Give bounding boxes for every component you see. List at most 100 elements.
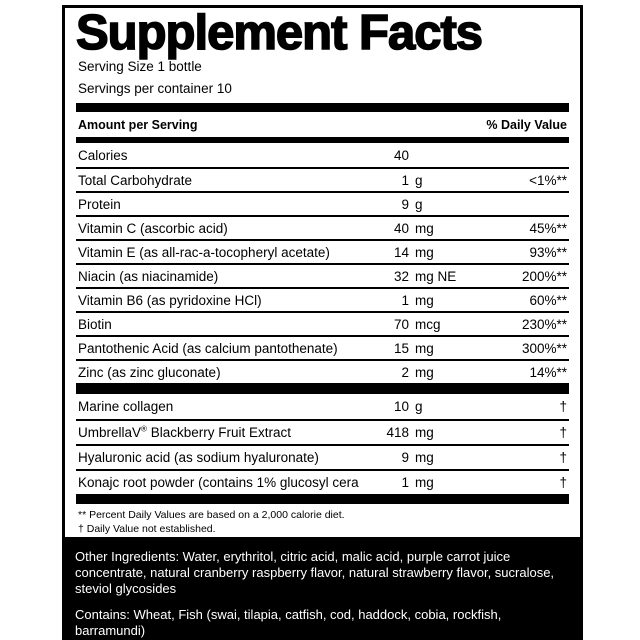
nutrient-amount: 10 g xyxy=(359,399,489,414)
nutrient-amount: 40 mg xyxy=(359,221,489,236)
nutrient-name: Vitamin B6 (as pyridoxine HCl) xyxy=(78,292,262,308)
nutrient-name: Biotin xyxy=(78,316,112,332)
nutrient-row: Total Carbohydrate 1 g <1%** xyxy=(76,167,569,191)
amount-number: 32 xyxy=(393,268,409,284)
nutrient-row: Vitamin E (as all-rac-a-tocopheryl aceta… xyxy=(76,239,569,263)
daily-value: † xyxy=(559,399,567,414)
amount-number: 1 xyxy=(401,475,409,490)
nutrient-name: Hyaluronic acid (as sodium hyaluronate) xyxy=(78,450,319,465)
nutrient-row: UmbrellaV® Blackberry Fruit Extract 418 mg… xyxy=(76,419,569,444)
nutrient-name: Total Carbohydrate xyxy=(78,172,193,188)
contains-allergens-text: Contains: Wheat, Fish (swai, tilapia, ca… xyxy=(75,607,502,638)
daily-value: † xyxy=(559,425,567,440)
nutrient-row: Pantothenic Acid (as calcium pantothenat… xyxy=(76,335,569,359)
nutrient-amount: 2 mg xyxy=(359,365,489,380)
amount-number: 70 xyxy=(393,316,409,332)
amount-unit: mg xyxy=(415,364,434,380)
amount-number: 40 xyxy=(393,220,409,236)
nutrient-row: Niacin (as niacinamide) 32 mg NE 200%** xyxy=(76,263,569,287)
amount-unit: g xyxy=(415,196,423,212)
amount-unit: mg xyxy=(415,340,434,356)
daily-value: <1%** xyxy=(529,172,567,188)
nutrient-row: Hyaluronic acid (as sodium hyaluronate) 9… xyxy=(76,444,569,469)
amount-unit: mg xyxy=(415,475,434,490)
amount-unit: mg xyxy=(415,220,434,236)
amount-number: 1 xyxy=(401,172,409,188)
other-ingredients-text: Other Ingredients: Water, erythritol, ci… xyxy=(75,549,555,596)
amount-number: 14 xyxy=(393,244,409,260)
amount-unit: mg xyxy=(415,450,434,465)
servings-per-container: Servings per container 10 xyxy=(78,81,232,96)
nutrient-amount: 70 mcg xyxy=(359,317,489,332)
amount-number: 9 xyxy=(401,450,409,465)
daily-value: 93%** xyxy=(529,244,567,260)
daily-value: 14%** xyxy=(529,364,567,380)
nutrient-row: Marine collagen 10 g † xyxy=(76,394,569,419)
nutrient-name: Zinc (as zinc gluconate) xyxy=(78,364,221,380)
footnote-dv-not-established: † Daily Value not established. xyxy=(78,522,216,535)
footnote-daily-values: ** Percent Daily Values are based on a 2… xyxy=(78,509,345,521)
amount-number: 1 xyxy=(401,292,409,308)
nutrient-row: Biotin 70 mcg 230%** xyxy=(76,311,569,335)
daily-value: 300%** xyxy=(521,340,567,356)
nutrient-amount: 1 mg xyxy=(359,293,489,308)
amount-number: 418 xyxy=(386,425,409,440)
divider-bar-top xyxy=(76,103,569,112)
amount-unit: mcg xyxy=(415,316,441,332)
daily-value: † xyxy=(559,475,567,490)
divider-bar-middle xyxy=(76,383,569,394)
supplement-facts-panel: Supplement Facts Serving Size 1 bottle S… xyxy=(62,5,583,540)
nutrient-name: Protein xyxy=(78,196,121,212)
panel-title: Supplement Facts xyxy=(75,6,484,60)
nutrient-amount: 15 mg xyxy=(359,341,489,356)
nutrient-row: Vitamin B6 (as pyridoxine HCl) 1 mg 60%** xyxy=(76,287,569,311)
amount-unit: mg xyxy=(415,292,434,308)
amount-unit: mg NE xyxy=(415,268,457,284)
serving-size: Serving Size 1 bottle xyxy=(78,59,202,74)
nutrient-amount: 14 mg xyxy=(359,245,489,260)
main-nutrient-rows: Calories 40 Total Carbohydrate 1 g <1%** Prote… xyxy=(76,143,569,383)
amount-number: 15 xyxy=(393,340,409,356)
nutrient-amount: 1 mg xyxy=(359,475,489,490)
nutrient-name: Niacin (as niacinamide) xyxy=(78,268,219,284)
nutrient-name: Pantothenic Acid (as calcium pantothenat… xyxy=(78,340,338,356)
amount-number: 2 xyxy=(401,364,409,380)
amount-number: 10 xyxy=(393,399,409,414)
amount-unit: g xyxy=(415,172,423,188)
nutrient-row: Calories 40 xyxy=(76,143,569,167)
nutrient-name: Calories xyxy=(78,147,128,163)
daily-value: † xyxy=(559,450,567,465)
percent-daily-value-header: % Daily Value xyxy=(486,117,567,132)
nutrient-row: Protein 9 g xyxy=(76,191,569,215)
daily-value: 60%** xyxy=(529,292,567,308)
registered-mark: ® xyxy=(141,425,147,434)
amount-unit: mg xyxy=(415,244,434,260)
nutrient-amount: 418 mg xyxy=(359,425,489,440)
daily-value: 230%** xyxy=(521,316,567,332)
nutrient-amount: 32 mg NE xyxy=(359,269,489,284)
divider-bar-bottom xyxy=(76,494,569,504)
nutrient-name: Vitamin E (as all-rac-a-tocopheryl aceta… xyxy=(78,244,330,260)
daily-value: 200%** xyxy=(521,268,567,284)
footnotes: ** Percent Daily Values are based on a 2… xyxy=(76,509,569,536)
nutrient-amount: 9 mg xyxy=(359,450,489,465)
nutrient-name: Marine collagen xyxy=(78,399,174,414)
blend-ingredient-rows: Marine collagen 10 g † UmbrellaV® Blackberry… xyxy=(76,394,569,494)
nutrient-row: Vitamin C (ascorbic acid) 40 mg 45%** xyxy=(76,215,569,239)
column-header-row: Amount per Serving % Daily Value xyxy=(76,112,569,137)
amount-number: 40 xyxy=(393,147,409,163)
nutrient-row: Zinc (as zinc gluconate) 2 mg 14%** xyxy=(76,359,569,383)
amount-per-serving-header: Amount per Serving xyxy=(78,117,198,132)
nutrient-name: Vitamin C (ascorbic acid) xyxy=(78,220,228,236)
amount-number: 9 xyxy=(401,196,409,212)
daily-value: 45%** xyxy=(529,220,567,236)
divider-bar-header xyxy=(76,137,569,143)
nutrient-name: UmbrellaV® Blackberry Fruit Extract xyxy=(78,425,291,440)
nutrient-row: Konajc root powder (contains 1% glucosyl… xyxy=(76,469,569,494)
ingredients-footer: Other Ingredients: Water, erythritol, ci… xyxy=(62,540,583,640)
amount-unit: g xyxy=(415,399,423,414)
amount-unit: mg xyxy=(415,425,434,440)
nutrient-amount: 40 xyxy=(359,148,489,163)
